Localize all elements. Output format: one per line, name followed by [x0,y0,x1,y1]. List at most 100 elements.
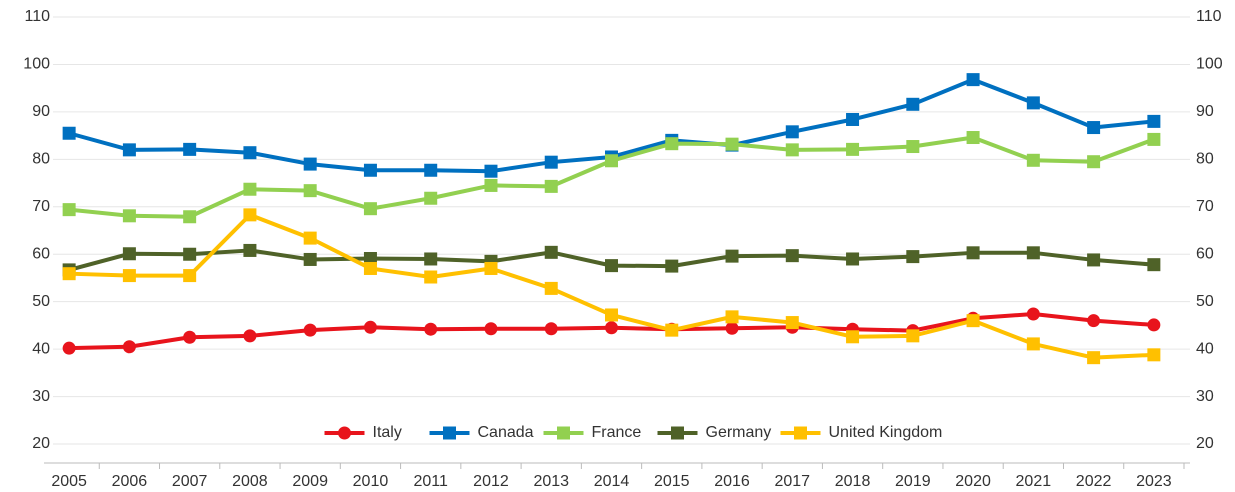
series [62,131,1161,224]
x-tick-label: 2010 [353,473,389,490]
legend-marker [338,426,351,440]
y2-tick-label: 60 [1196,245,1214,262]
point [846,252,860,266]
point [1087,351,1101,365]
point [966,314,980,328]
point [1026,153,1040,167]
y-tick-label: 50 [32,293,50,310]
point [1147,114,1161,128]
point [62,203,76,217]
point [966,73,980,87]
legend-marker [671,426,684,440]
point [484,164,498,178]
x-tick-label: 2013 [533,473,569,490]
legend-label: Germany [706,424,772,441]
y-tick-label: 90 [32,103,50,120]
point [122,209,136,223]
point [544,179,558,193]
point [906,140,920,154]
point [544,155,558,169]
point [484,178,498,192]
point [62,341,76,355]
point [725,310,739,324]
point [424,270,438,284]
legend-marker [443,426,456,440]
point [183,210,197,224]
y2-tick-label: 40 [1196,340,1214,357]
point [846,142,860,156]
point [785,125,799,139]
point [243,182,257,196]
legend-label: Italy [373,424,402,441]
point [363,252,377,266]
series [62,208,1161,365]
point [424,191,438,205]
point [966,131,980,145]
x-tick-label: 2005 [51,473,87,490]
point [544,322,558,336]
point [1087,314,1101,328]
x-tick-label: 2017 [774,473,810,490]
point [183,142,197,156]
point [62,126,76,140]
x-tick-label: 2009 [292,473,328,490]
point [1147,348,1161,362]
point [122,269,136,283]
point [62,267,76,281]
point [303,231,317,245]
point [665,259,679,273]
point [122,143,136,157]
x-tick-label: 2020 [955,473,991,490]
legend-marker [557,426,570,440]
x-tick-label: 2019 [895,473,931,490]
legend-marker [794,426,807,440]
point [785,316,799,330]
point [1147,258,1161,272]
legend-label: Canada [478,424,534,441]
point [363,202,377,216]
point [303,252,317,266]
point [363,163,377,177]
legend-label: France [592,424,642,441]
point [605,154,618,168]
point [725,321,739,335]
point [605,259,618,273]
x-tick-label: 2008 [232,473,268,490]
point [1147,318,1161,332]
point [966,246,980,260]
point [122,340,136,354]
y2-tick-label: 90 [1196,103,1214,120]
x-tick-label: 2022 [1076,473,1112,490]
point [183,269,197,283]
point [1026,337,1040,351]
point [906,97,920,111]
point [1087,253,1101,267]
x-tick-label: 2011 [414,473,449,490]
y-tick-label: 70 [32,198,50,215]
y-tick-label: 30 [32,388,50,405]
point [303,157,317,171]
point [363,261,377,275]
point [484,322,498,336]
point [122,247,136,261]
point [544,245,558,259]
point [906,250,920,264]
point [665,323,679,337]
y2-tick-label: 50 [1196,293,1214,310]
point [1026,246,1040,260]
point [725,249,739,263]
point [1087,121,1101,135]
y2-tick-label: 70 [1196,198,1214,215]
point [544,281,558,295]
point [303,323,317,337]
point [243,243,257,257]
legend-label: United Kingdom [829,424,943,441]
point [183,247,197,261]
point [605,308,618,322]
point [605,321,618,335]
x-tick-label: 2007 [172,473,208,490]
point [785,143,799,157]
point [183,330,197,344]
point [303,184,317,198]
